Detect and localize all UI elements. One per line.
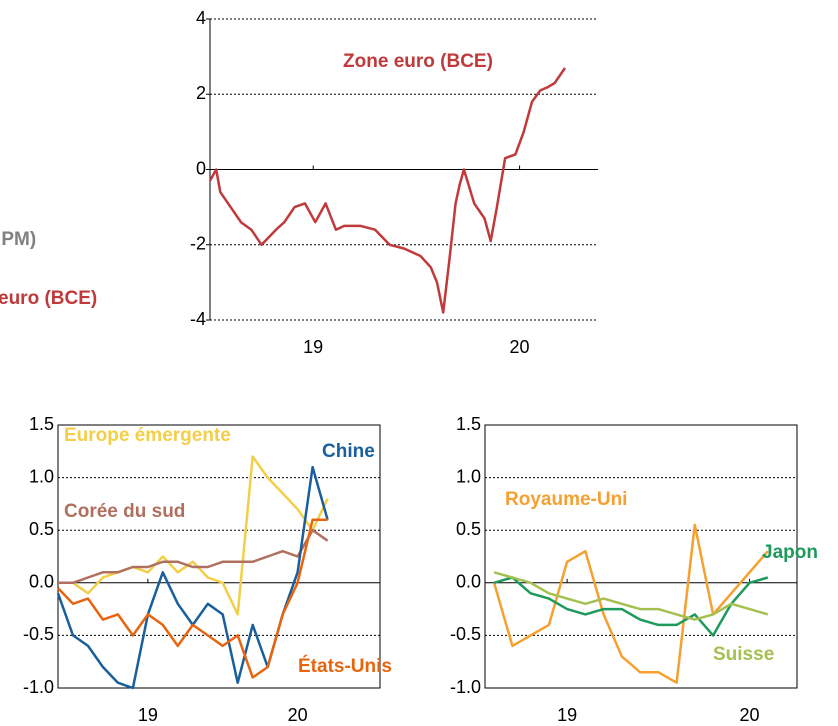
y-tick-label: 4 [196, 8, 206, 28]
y-tick-label: 2 [196, 83, 206, 103]
y-tick-label: 0.0 [456, 572, 481, 592]
x-tick-label: 20 [510, 337, 530, 357]
y-tick-label: 1.5 [29, 414, 54, 434]
series-label: Corée du sud [64, 501, 185, 522]
series-label: Japon [762, 542, 818, 563]
y-tick-label: -0.5 [450, 624, 481, 644]
series-label: Europe émergente [64, 425, 231, 446]
y-tick-label: -1.0 [450, 677, 481, 697]
y-tick-label: -2 [190, 234, 206, 254]
series-label: États-Unis [298, 655, 392, 677]
series-label: Zone euro (BCE) [343, 51, 493, 72]
series-line [58, 455, 329, 616]
series-line [58, 528, 329, 585]
series-label: Royaume-Uni [505, 489, 627, 510]
y-tick-label: 1.0 [29, 466, 54, 486]
x-tick-label: 20 [740, 705, 760, 725]
series-line [208, 67, 567, 314]
x-tick-label: 19 [303, 337, 323, 357]
x-tick-label: 20 [288, 705, 308, 725]
y-tick-label: 0.5 [29, 519, 54, 539]
series-line [57, 518, 328, 679]
series-line [492, 523, 769, 684]
x-tick-label: 19 [557, 705, 577, 725]
side-label: euro (JPM) [0, 229, 36, 250]
x-tick-label: 19 [138, 705, 158, 725]
side-label: euro (BCE) [0, 288, 97, 309]
y-tick-label: -4 [190, 309, 206, 329]
series-label: Chine [322, 441, 375, 462]
y-tick-label: -1.0 [23, 677, 54, 697]
y-tick-label: -0.5 [23, 624, 54, 644]
series-line [493, 571, 769, 621]
y-tick-label: 0.0 [29, 572, 54, 592]
series-label: Suisse [713, 644, 774, 665]
y-tick-label: 0 [196, 158, 206, 178]
series-line [493, 576, 769, 637]
plot-frame [57, 424, 381, 689]
y-tick-label: 0.5 [456, 519, 481, 539]
y-tick-label: 1.0 [456, 466, 481, 486]
y-tick-label: 1.5 [456, 414, 481, 434]
